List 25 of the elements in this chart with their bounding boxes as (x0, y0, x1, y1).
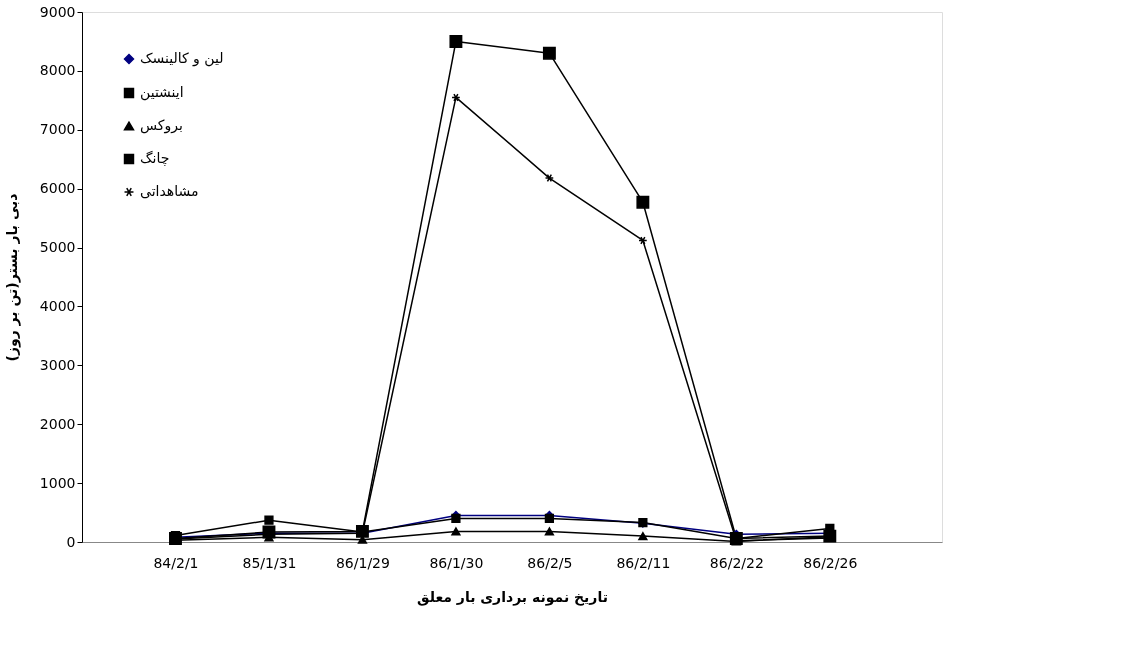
y-tick-label: 3000 (39, 356, 76, 373)
y-tick-label: 7000 (39, 121, 76, 138)
x-tick-label: 86/1/29 (335, 554, 390, 571)
legend-label: اینشتین (140, 84, 184, 101)
x-tick-label: 86/2/22 (709, 554, 764, 571)
legend-label: چانگ (140, 150, 170, 167)
x-tick-label: 84/2/1 (153, 554, 199, 571)
x-tick-label: 86/1/30 (429, 554, 484, 571)
legend-label: مشاهداتی (140, 183, 199, 199)
x-tick-label: 86/2/5 (527, 554, 573, 571)
y-tick-label: 4000 (39, 297, 76, 314)
legend-label: بروکس (140, 117, 183, 134)
y-tick-label: 9000 (39, 3, 76, 20)
y-axis-title: دبی بار بستر(تن بر روز) (3, 193, 21, 362)
x-tick-label: 86/2/26 (803, 554, 858, 571)
x-axis-title: تاریخ نمونه برداری بار معلق (417, 588, 608, 606)
y-tick-label: 2000 (39, 415, 76, 432)
x-tick-label: 85/1/31 (242, 554, 297, 571)
y-tick-label: 1000 (39, 474, 76, 491)
y-tick-label: 0 (66, 533, 76, 550)
y-tick-label: 5000 (39, 239, 76, 256)
x-tick-label: 86/2/11 (616, 554, 671, 571)
y-tick-label: 6000 (39, 180, 76, 197)
legend-label: لین و کالینسک (140, 50, 224, 67)
y-tick-label: 8000 (39, 62, 76, 79)
